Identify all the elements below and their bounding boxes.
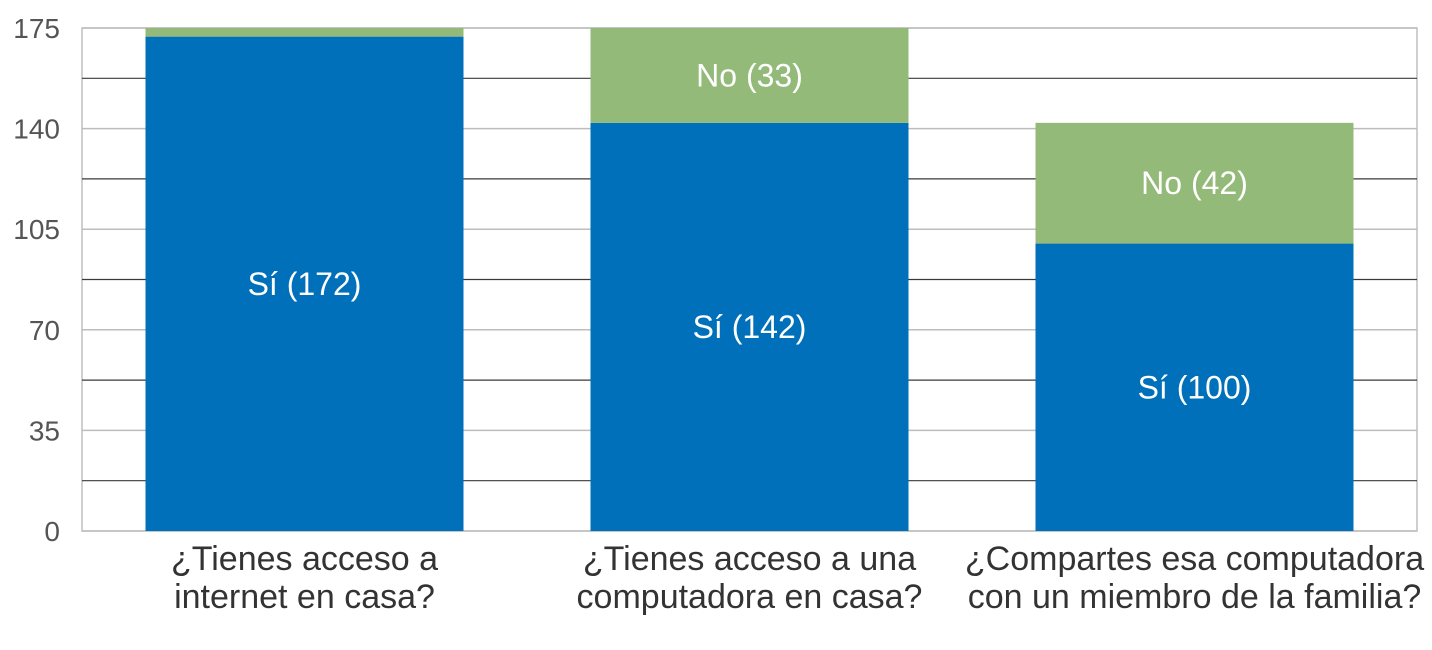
bar-segment-si <box>1035 243 1354 532</box>
y-tick-label: 175 <box>13 13 60 44</box>
segment-data-labels: Sí (172) Sí (142) No (33) Sí (100) No (42) <box>248 57 1252 405</box>
bar-segment-si <box>590 122 909 531</box>
x-category-label: con un miembro de la familia? <box>968 578 1422 616</box>
bar-segment-no <box>590 28 909 123</box>
y-tick-label: 140 <box>13 114 60 145</box>
data-label-no: No (42) <box>1141 165 1248 201</box>
bar-segment-no <box>1035 122 1354 244</box>
y-tick-label: 70 <box>29 315 60 346</box>
data-label-no: No (33) <box>696 57 803 93</box>
bar-segment-si <box>145 36 464 531</box>
data-label-si: Sí (142) <box>693 309 807 345</box>
y-axis-tick-labels: 0 35 70 105 140 175 <box>13 13 60 547</box>
x-category-label: ¿Tienes acceso a una <box>583 540 916 578</box>
x-category-label: internet en casa? <box>174 578 435 616</box>
data-label-si: Sí (100) <box>1138 369 1252 405</box>
bars <box>145 28 1354 532</box>
x-category-label: ¿Compartes esa computadora <box>965 540 1424 578</box>
y-tick-label: 105 <box>13 214 60 245</box>
y-tick-label: 0 <box>44 516 60 547</box>
x-category-label: computadora en casa? <box>577 578 923 616</box>
data-label-si: Sí (172) <box>248 266 362 302</box>
x-category-label: ¿Tienes acceso a <box>171 540 438 578</box>
y-tick-label: 35 <box>29 415 60 446</box>
bar-segment-no <box>145 28 464 37</box>
